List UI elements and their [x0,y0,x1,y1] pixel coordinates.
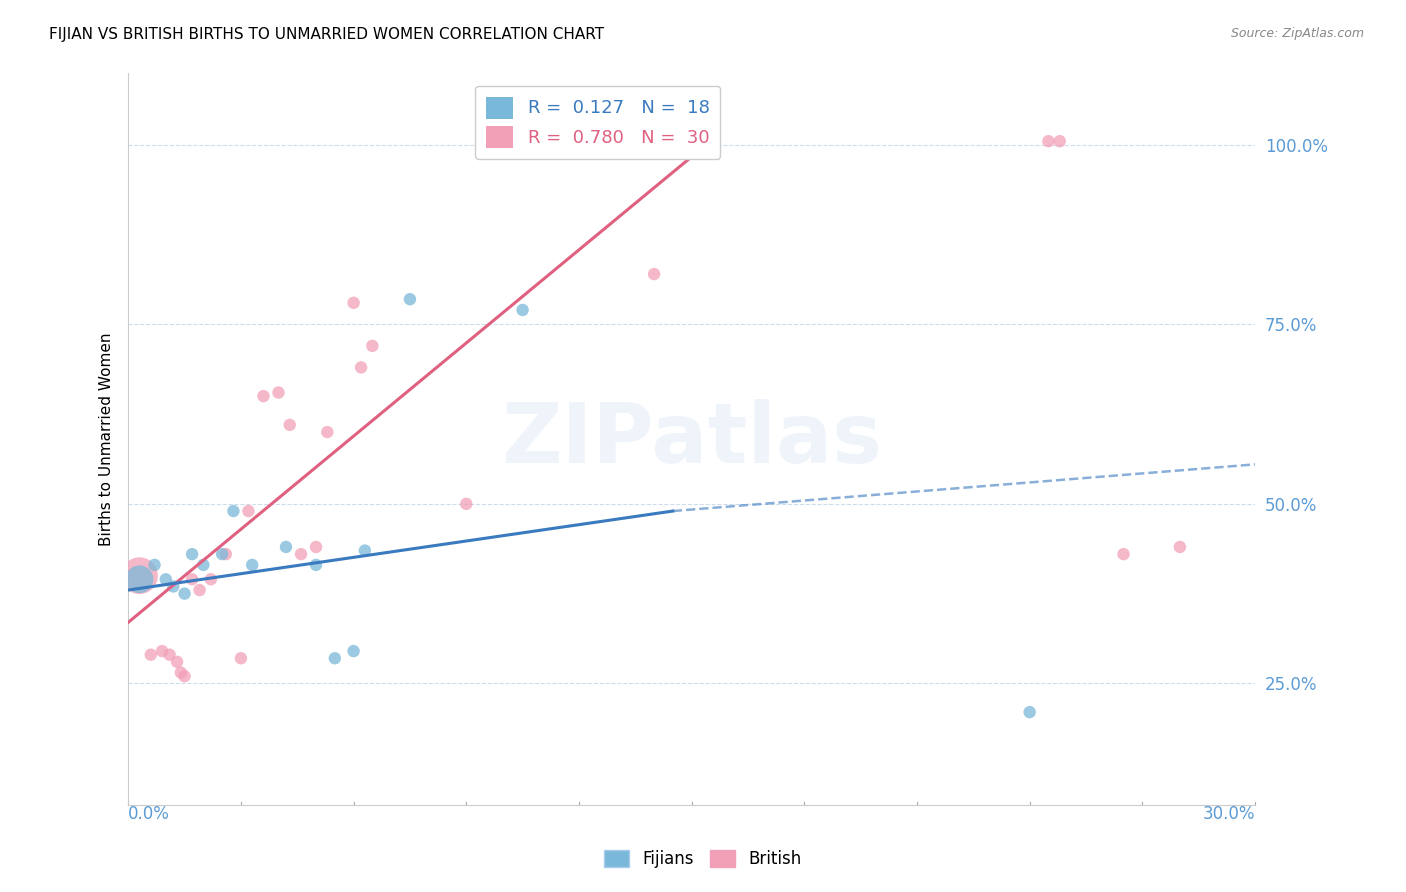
Point [173,669,195,683]
Point [211,547,233,561]
Point [215,547,238,561]
Point [399,292,422,306]
Point [229,651,252,665]
Point [159,648,181,662]
Text: 30.0%: 30.0% [1202,805,1256,823]
Point [350,360,373,375]
Point [143,558,166,572]
Point [548,134,571,148]
Point [170,665,193,680]
Point [1112,547,1135,561]
Point [155,572,177,586]
Point [139,648,162,662]
Point [512,302,534,317]
Legend: Fijians, British: Fijians, British [598,843,808,875]
Legend: R =  0.127   N =  18, R =  0.780   N =  30: R = 0.127 N = 18, R = 0.780 N = 30 [475,86,720,159]
Point [1018,705,1040,719]
Point [290,547,312,561]
Point [305,540,328,554]
Point [181,572,204,586]
Point [240,558,263,572]
Point [166,655,188,669]
Point [568,134,591,148]
Point [278,417,301,432]
Text: ZIPatlas: ZIPatlas [501,399,882,480]
Point [252,389,274,403]
Y-axis label: Births to Unmarried Women: Births to Unmarried Women [100,333,114,546]
Point [643,267,665,281]
Text: FIJIAN VS BRITISH BIRTHS TO UNMARRIED WOMEN CORRELATION CHART: FIJIAN VS BRITISH BIRTHS TO UNMARRIED WO… [49,27,605,42]
Point [1168,540,1191,554]
Point [342,644,364,658]
Point [238,504,260,518]
Text: 0.0%: 0.0% [128,805,170,823]
Point [193,558,215,572]
Text: Source: ZipAtlas.com: Source: ZipAtlas.com [1230,27,1364,40]
Point [1038,134,1060,148]
Point [267,385,290,400]
Point [305,558,328,572]
Point [162,579,184,593]
Point [188,582,211,597]
Point [150,644,173,658]
Point [274,540,297,554]
Point [1049,134,1071,148]
Point [200,572,222,586]
Point [222,504,245,518]
Point [181,547,204,561]
Point [354,543,377,558]
Point [316,425,339,439]
Point [128,572,150,586]
Point [456,497,478,511]
Point [361,339,384,353]
Point [173,587,195,601]
Point [323,651,346,665]
Point [342,295,364,310]
Point [128,568,150,582]
